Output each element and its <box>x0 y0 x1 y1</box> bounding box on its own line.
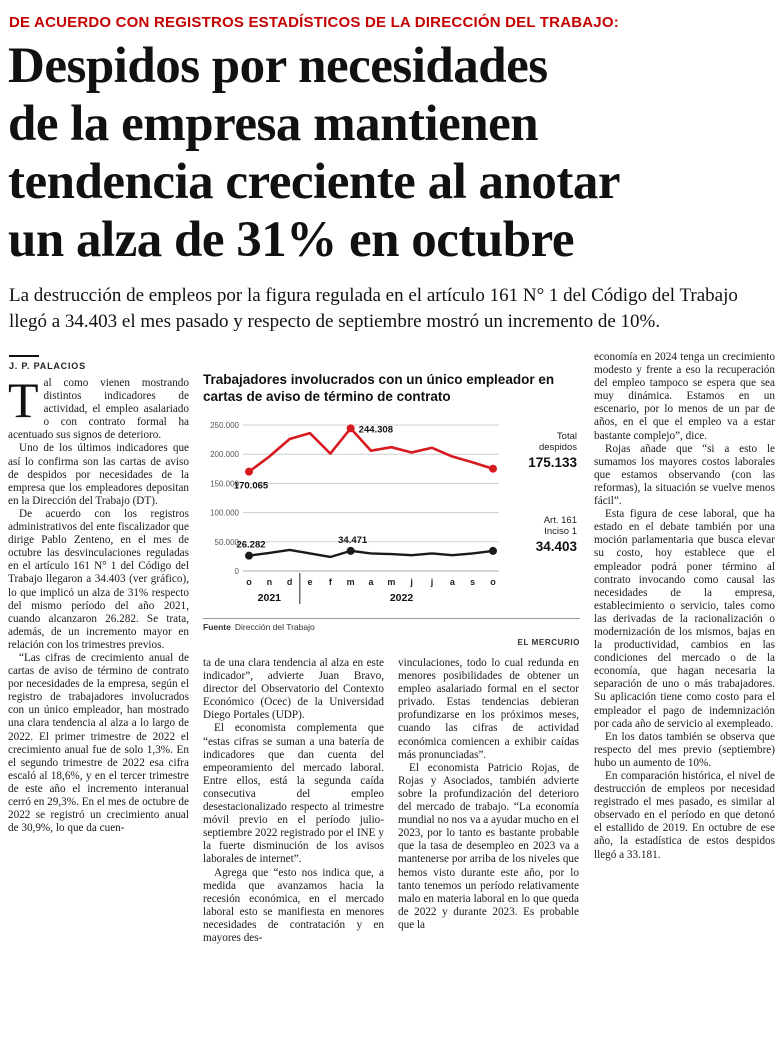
legend-label: Total <box>556 431 577 442</box>
svg-text:a: a <box>450 577 456 587</box>
svg-text:e: e <box>307 577 312 587</box>
source-name: Dirección del Trabajo <box>234 622 315 632</box>
article-column-4: economía en 2024 tenga un crecimiento mo… <box>594 351 775 945</box>
paragraph: El economista complementa que “estas cif… <box>203 722 384 866</box>
svg-text:170.065: 170.065 <box>234 481 269 492</box>
headline-line: tendencia creciente al anotar <box>8 154 620 210</box>
chart-row: 250.000 200.000 150.000 100.000 50.000 0 o n d e f… <box>203 415 580 612</box>
paragraph: Rojas añade que “si a esto le sumamos lo… <box>594 442 775 508</box>
headline-line: Despidos por necesidades <box>8 38 548 94</box>
paragraph: ta de una clara tendencia al alza en est… <box>203 657 384 722</box>
paragraph: economía en 2024 tenga un crecimiento mo… <box>594 351 775 442</box>
svg-text:f: f <box>329 577 333 587</box>
svg-text:o: o <box>246 577 252 587</box>
paragraph: vinculaciones, todo lo cual redunda en m… <box>398 657 579 761</box>
headline-line: un alza de 31% en octubre <box>8 212 574 268</box>
svg-text:o: o <box>490 577 496 587</box>
paragraph: En los datos también se observa que resp… <box>594 730 775 769</box>
paragraph: En comparación histórica, el nivel de de… <box>594 770 775 861</box>
svg-text:a: a <box>368 577 374 587</box>
legend-label: Inciso 1 <box>544 526 577 537</box>
deck: La destrucción de empleos por la figura … <box>9 285 738 332</box>
article-column-1: J. P. PALACIOS Tal como vienen mostrando… <box>8 351 189 945</box>
svg-text:2021: 2021 <box>258 592 282 604</box>
svg-text:26.282: 26.282 <box>236 540 265 551</box>
paragraph: De acuerdo con los registros administrat… <box>8 507 189 651</box>
svg-text:150.000: 150.000 <box>210 479 239 488</box>
svg-text:m: m <box>387 577 395 587</box>
article-column-3: vinculaciones, todo lo cual redunda en m… <box>398 657 579 945</box>
legend-value: 175.133 <box>528 455 577 470</box>
paragraph: Agrega que “esto nos indica que, a medid… <box>203 866 384 944</box>
legend-label: despidos <box>538 442 577 453</box>
svg-text:d: d <box>287 577 293 587</box>
svg-text:s: s <box>470 577 475 587</box>
article-body: J. P. PALACIOS Tal como vienen mostrando… <box>8 351 775 945</box>
svg-text:50.000: 50.000 <box>215 538 240 547</box>
svg-text:j: j <box>409 577 413 587</box>
chart-credit: EL MERCURIO <box>517 638 580 647</box>
svg-text:100.000: 100.000 <box>210 509 239 518</box>
svg-text:34.471: 34.471 <box>338 535 368 546</box>
chart-title: Trabajadores involucrados con un único e… <box>203 372 555 404</box>
paragraph: Uno de los últimos indicadores que así l… <box>8 442 189 507</box>
middle-text: ta de una clara tendencia al alza en est… <box>203 657 580 945</box>
chart: Trabajadores involucrados con un único e… <box>203 351 580 647</box>
byline-rule <box>9 355 39 357</box>
svg-text:2022: 2022 <box>390 592 414 604</box>
legend-item-art-161: Art. 161 Inciso 1 34.403 <box>536 515 577 554</box>
kicker: DE ACUERDO CON REGISTROS ESTADÍSTICOS DE… <box>9 14 619 31</box>
legend-label: Art. 161 <box>543 515 577 526</box>
headline: Despidos por necesidades de la empresa m… <box>8 37 775 269</box>
byline: J. P. PALACIOS <box>9 361 86 371</box>
headline-line: de la empresa mantienen <box>8 96 539 152</box>
svg-text:200.000: 200.000 <box>210 450 239 459</box>
svg-text:0: 0 <box>235 567 240 576</box>
chart-legend: Total despidos 175.133 Art. 161 Inciso 1… <box>511 415 577 612</box>
svg-text:j: j <box>430 577 434 587</box>
byline-block: J. P. PALACIOS <box>9 355 189 371</box>
paragraph: Esta figura de cese laboral, que ha esta… <box>594 508 775 730</box>
svg-text:244.308: 244.308 <box>359 424 393 435</box>
source-label: Fuente <box>203 622 231 632</box>
paragraph: El economista Patricio Rojas, de Rojas y… <box>398 761 579 931</box>
chart-source: Fuente Dirección del Trabajo <box>203 618 580 632</box>
paragraph: Tal como vienen mostrando distintos indi… <box>8 372 189 442</box>
paragraph: “Las cifras de crecimiento anual de cart… <box>8 651 189 835</box>
line-chart-plot: 250.000 200.000 150.000 100.000 50.000 0 o n d e f… <box>203 415 511 612</box>
article-middle-section: Trabajadores involucrados con un único e… <box>203 351 580 945</box>
svg-text:250.000: 250.000 <box>210 421 239 430</box>
article-column-2: ta de una clara tendencia al alza en est… <box>203 657 384 945</box>
svg-text:m: m <box>347 577 355 587</box>
svg-text:n: n <box>267 577 273 587</box>
legend-value: 34.403 <box>535 539 577 554</box>
legend-item-total-despidos: Total despidos 175.133 <box>528 431 577 470</box>
